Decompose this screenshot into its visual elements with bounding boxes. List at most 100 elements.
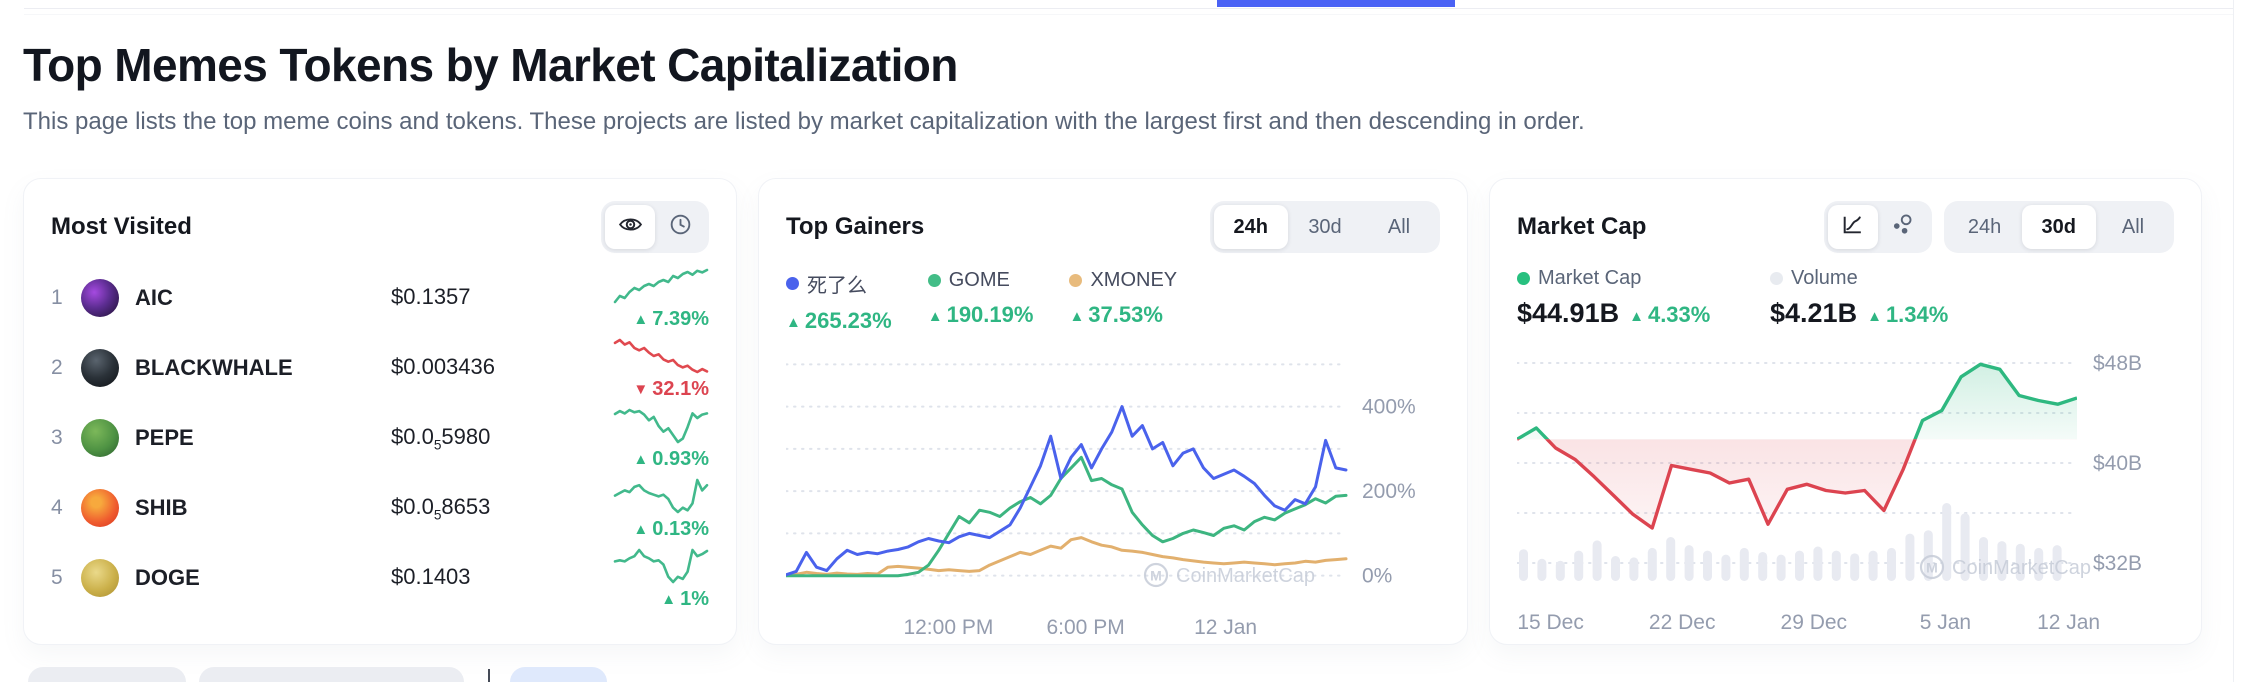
svg-text:22 Dec: 22 Dec xyxy=(1649,611,1716,634)
series-dot xyxy=(927,274,941,287)
filter-chip-2[interactable] xyxy=(199,667,464,682)
market-cap-value: $44.91B xyxy=(1517,298,1620,328)
sparkline-cell: ▲ 7.39% xyxy=(613,265,709,331)
svg-text:M: M xyxy=(1926,560,1938,576)
series-change: ▲ 37.53% xyxy=(1069,302,1163,327)
token-symbol: AIC xyxy=(135,285,173,310)
token-row-doge[interactable]: 5 DOGE $0.1403 ▲ 1% xyxy=(51,543,709,613)
filter-chip-1[interactable] xyxy=(28,667,186,682)
tab-30d[interactable]: 30d xyxy=(2021,205,2096,249)
sparkline-chart xyxy=(613,548,709,584)
chart-type-toggle xyxy=(1823,201,1932,253)
svg-text:400%: 400% xyxy=(1362,396,1416,419)
token-price: $0.1403 xyxy=(391,563,471,589)
token-symbol: DOGE xyxy=(135,565,200,590)
token-price: $0.1357 xyxy=(391,283,471,309)
token-symbol: SHIB xyxy=(135,495,188,520)
volume-change: ▲ 1.34% xyxy=(1867,302,1949,327)
top-gainers-title: Top Gainers xyxy=(786,213,925,240)
svg-text:M: M xyxy=(1150,568,1162,584)
svg-text:12 Jan: 12 Jan xyxy=(2037,611,2100,634)
series-change: ▲ 265.23% xyxy=(786,308,892,333)
token-change: ▼ 32.1% xyxy=(633,378,709,400)
filter-chip-row xyxy=(0,667,2244,682)
sparkline-cell: ▲ 1% xyxy=(613,545,709,611)
tab-24h[interactable]: 24h xyxy=(1213,205,1288,249)
tab-24h[interactable]: 24h xyxy=(1967,216,2002,238)
svg-text:12:00 PM: 12:00 PM xyxy=(903,616,993,639)
line-chart-button[interactable] xyxy=(1827,205,1878,249)
summary-cards: Most Visited xyxy=(23,178,2202,645)
bubble-chart-icon xyxy=(1890,212,1915,242)
top-gainers-period-tabs: 24h 30d All xyxy=(1209,201,1440,253)
nav-divider xyxy=(24,8,2244,9)
tab-30d[interactable]: 30d xyxy=(1308,216,1342,238)
market-cap-title: Market Cap xyxy=(1517,213,1647,240)
nav-divider-2 xyxy=(24,14,2244,15)
page-title: Top Memes Tokens by Market Capitalizatio… xyxy=(23,39,958,91)
line-chart-icon xyxy=(1840,212,1865,242)
svg-text:0%: 0% xyxy=(1362,565,1392,588)
legend-entry-gome[interactable]: GOME ▲ 190.19% xyxy=(927,269,1034,327)
top-navigation-remnant xyxy=(0,0,2244,15)
market-cap-period-tabs: 24h 30d All xyxy=(1943,201,2174,253)
svg-text:5 Jan: 5 Jan xyxy=(1920,611,1971,634)
volume-value: $4.21B xyxy=(1770,298,1858,328)
sparkline-chart xyxy=(613,338,709,374)
sparkline-chart xyxy=(613,478,709,514)
bubble-chart-button[interactable] xyxy=(1878,205,1928,249)
shib-logo xyxy=(81,489,119,527)
top-gainers-card: Top Gainers 24h 30d All 死了么 ▲ 265.23% GOM… xyxy=(758,178,1468,645)
pepe-logo xyxy=(81,419,119,457)
recently-added-button[interactable] xyxy=(655,205,705,249)
token-row-pepe[interactable]: 3 PEPE $0.055980 ▲ 0.93% xyxy=(51,403,709,473)
legend-entry-xmoney[interactable]: XMONEY ▲ 37.53% xyxy=(1069,269,1178,327)
blackwhale-logo xyxy=(81,349,119,387)
svg-text:15 Dec: 15 Dec xyxy=(1517,611,1584,634)
svg-text:6:00 PM: 6:00 PM xyxy=(1046,616,1124,639)
token-change: ▲ 0.93% xyxy=(633,448,709,470)
series-dot xyxy=(1770,272,1783,285)
token-change: ▲ 1% xyxy=(661,588,709,610)
eye-icon xyxy=(618,212,643,242)
svg-text:29 Dec: 29 Dec xyxy=(1781,611,1848,634)
top-gainers-legend: 死了么 ▲ 265.23% GOME ▲ 190.19% XMONEY ▲ 37.53… xyxy=(786,269,1440,334)
rank-label: 2 xyxy=(51,356,63,379)
token-row-aic[interactable]: 1 AIC $0.1357 ▲ 7.39% xyxy=(51,263,709,333)
svg-text:$40B: $40B xyxy=(2093,452,2142,475)
market-cap-card: Market Cap xyxy=(1489,178,2202,645)
top-gainers-chart[interactable]: 400% 200% 0% M CoinMarketCap 12:00 PM 6:00 PM 1… xyxy=(784,342,1442,642)
page-right-gutter xyxy=(2233,0,2244,682)
market-cap-chart[interactable]: $48B $40B $32B M CoinMarketCap 15 Dec 22 Dec 29… xyxy=(1516,337,2176,637)
eye-view-button[interactable] xyxy=(605,205,655,249)
market-cap-legend: Market Cap $44.91B ▲ 4.33% Volume $4.21B … xyxy=(1517,267,2174,329)
legend-entry-volume[interactable]: Volume $4.21B ▲ 1.34% xyxy=(1770,267,1949,328)
legend-entry-market-cap[interactable]: Market Cap $44.91B ▲ 4.33% xyxy=(1517,267,1711,328)
token-symbol: PEPE xyxy=(135,425,194,450)
token-change: ▲ 7.39% xyxy=(633,308,709,330)
most-visited-view-toggle xyxy=(601,201,709,253)
svg-text:CoinMarketCap: CoinMarketCap xyxy=(1952,557,2091,579)
svg-text:12 Jan: 12 Jan xyxy=(1194,616,1257,639)
clock-icon xyxy=(668,212,693,242)
sparkline-cell: ▲ 0.13% xyxy=(613,475,709,541)
token-row-shib[interactable]: 4 SHIB $0.058653 ▲ 0.13% xyxy=(51,473,709,543)
legend-entry-silema[interactable]: 死了么 ▲ 265.23% xyxy=(786,275,892,333)
token-symbol: BLACKWHALE xyxy=(135,355,293,380)
market-cap-change: ▲ 4.33% xyxy=(1629,302,1711,327)
series-dot xyxy=(1069,274,1083,287)
tab-all[interactable]: All xyxy=(2121,216,2145,238)
svg-text:$32B: $32B xyxy=(2093,552,2142,575)
rank-label: 3 xyxy=(51,426,63,449)
token-price: $0.003436 xyxy=(391,353,495,379)
filter-chip-highlighted[interactable] xyxy=(510,667,607,682)
token-row-blackwhale[interactable]: 2 BLACKWHALE $0.003436 ▼ 32.1% xyxy=(51,333,709,403)
rank-label: 1 xyxy=(51,286,63,309)
most-visited-list: 1 AIC $0.1357 ▲ 7.39% 2 BLACKWHALE $0.003… xyxy=(51,263,709,613)
token-price: $0.058653 xyxy=(391,493,491,523)
doge-logo xyxy=(81,559,119,597)
tab-all[interactable]: All xyxy=(1387,216,1411,238)
token-price: $0.055980 xyxy=(391,423,491,453)
most-visited-title: Most Visited xyxy=(51,213,192,240)
